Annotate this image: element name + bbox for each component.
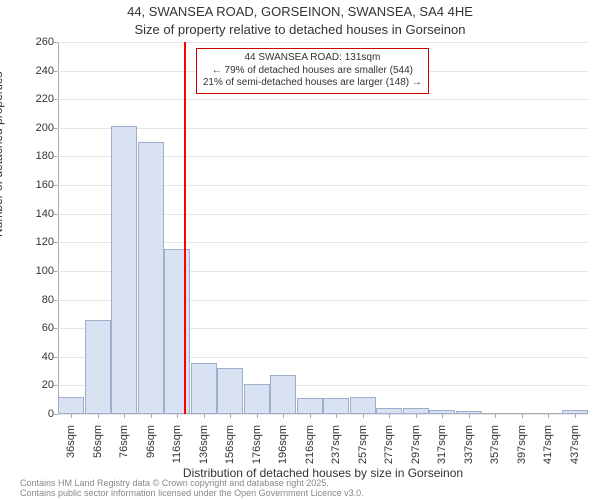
y-axis-label: Number of detached properties bbox=[0, 72, 5, 237]
property-marker-line bbox=[184, 42, 186, 414]
gridline bbox=[58, 414, 588, 415]
ytick-label: 100 bbox=[14, 265, 54, 277]
ytick-label: 60 bbox=[14, 322, 54, 334]
y-axis-line bbox=[58, 42, 59, 414]
ytick-label: 80 bbox=[14, 294, 54, 306]
annot-line2: ← 79% of detached houses are smaller (54… bbox=[203, 65, 422, 78]
ytick-label: 180 bbox=[14, 150, 54, 162]
ytick-label: 260 bbox=[14, 36, 54, 48]
ytick-label: 120 bbox=[14, 236, 54, 248]
plot-area: 44 SWANSEA ROAD: 131sqm ← 79% of detache… bbox=[58, 42, 588, 414]
histogram-bar bbox=[297, 398, 323, 414]
chart-title-address: 44, SWANSEA ROAD, GORSEINON, SWANSEA, SA… bbox=[0, 4, 600, 19]
histogram-bar bbox=[244, 384, 270, 414]
histogram-bar bbox=[350, 397, 376, 414]
ytick-label: 0 bbox=[14, 408, 54, 420]
ytick-label: 40 bbox=[14, 351, 54, 363]
ytick-label: 220 bbox=[14, 93, 54, 105]
histogram-bar bbox=[58, 397, 84, 414]
histogram-bar bbox=[270, 375, 296, 414]
histogram-bar bbox=[85, 320, 111, 414]
annot-line1: 44 SWANSEA ROAD: 131sqm bbox=[203, 52, 422, 65]
annotation-box: 44 SWANSEA ROAD: 131sqm ← 79% of detache… bbox=[196, 48, 429, 94]
footer-attribution: Contains HM Land Registry data © Crown c… bbox=[20, 479, 364, 499]
histogram-chart: 44, SWANSEA ROAD, GORSEINON, SWANSEA, SA… bbox=[0, 0, 600, 500]
histogram-bar bbox=[111, 126, 137, 414]
ytick-label: 160 bbox=[14, 179, 54, 191]
histogram-bar bbox=[217, 368, 243, 414]
chart-title-desc: Size of property relative to detached ho… bbox=[0, 22, 600, 37]
annot-line3: 21% of semi-detached houses are larger (… bbox=[203, 77, 422, 90]
histogram-bar bbox=[138, 142, 164, 414]
histogram-bar bbox=[323, 398, 349, 414]
gridline bbox=[58, 128, 588, 129]
gridline bbox=[58, 42, 588, 43]
ytick-label: 140 bbox=[14, 208, 54, 220]
ytick-label: 240 bbox=[14, 65, 54, 77]
ytick-label: 20 bbox=[14, 379, 54, 391]
histogram-bar bbox=[164, 249, 190, 414]
gridline bbox=[58, 99, 588, 100]
histogram-bar bbox=[191, 363, 217, 415]
footer-line2: Contains public sector information licen… bbox=[20, 489, 364, 499]
ytick-label: 200 bbox=[14, 122, 54, 134]
